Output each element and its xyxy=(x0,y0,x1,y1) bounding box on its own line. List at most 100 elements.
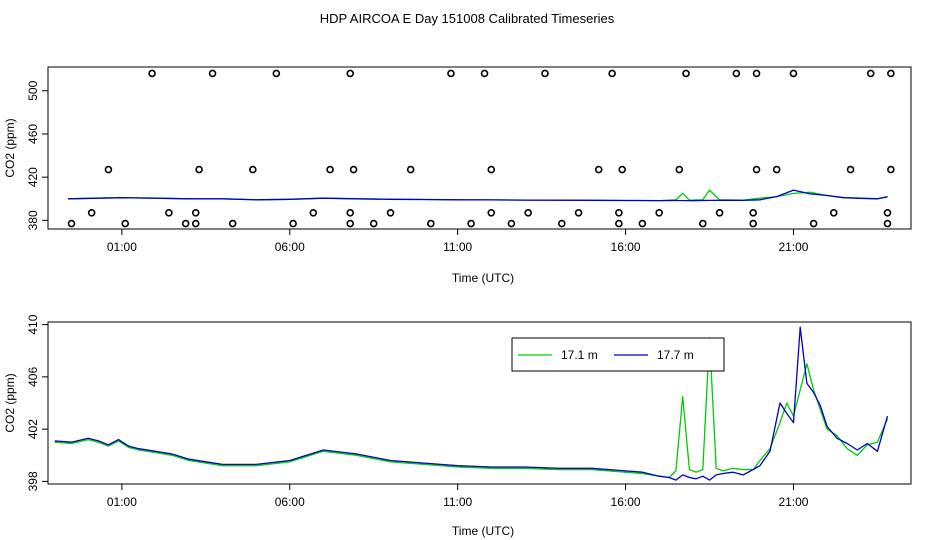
flag-point xyxy=(615,219,623,228)
flag-point xyxy=(104,165,113,174)
flag-point xyxy=(829,209,838,217)
x-tick-label: 11:00 xyxy=(443,495,472,509)
flag-point xyxy=(866,69,875,78)
flag-point xyxy=(447,69,455,78)
x-tick-label: 01:00 xyxy=(107,495,137,509)
series-line-1 xyxy=(68,189,888,202)
flag-point xyxy=(752,69,761,78)
bottom-panel: 01:00 06:00 11:00 16:00 21:00 398 402 406 410 T… xyxy=(3,314,912,538)
y-tick-label: 410 xyxy=(26,314,40,334)
top-x-axis-label: Time (UTC) xyxy=(452,271,514,285)
flag-point xyxy=(574,209,583,217)
flag-point xyxy=(887,69,895,78)
flag-point xyxy=(346,209,355,217)
series-line-1 xyxy=(54,326,889,481)
x-tick-label: 11:00 xyxy=(443,240,472,254)
bottom-marks xyxy=(54,326,889,481)
flag-point xyxy=(191,209,200,217)
x-tick-label: 06:00 xyxy=(275,495,305,509)
flag-point xyxy=(638,219,647,228)
flag-point xyxy=(594,165,603,174)
top-y-axis: 380 420 460 500 xyxy=(26,80,48,230)
flag-point xyxy=(427,219,435,228)
flag-point xyxy=(467,219,475,228)
flag-point xyxy=(386,209,395,217)
flag-point xyxy=(507,219,516,228)
flag-point xyxy=(165,209,173,217)
top-y-axis-label: CO2 (ppm) xyxy=(3,118,17,177)
flag-point xyxy=(809,219,818,228)
flag-point xyxy=(524,209,532,217)
bottom-x-axis-label: Time (UTC) xyxy=(452,524,514,538)
flag-point xyxy=(349,165,358,174)
x-tick-label: 21:00 xyxy=(778,240,808,254)
flag-point xyxy=(732,69,741,78)
flag-point xyxy=(249,165,257,174)
flag-point xyxy=(369,219,378,228)
flag-point xyxy=(883,219,892,228)
flag-point xyxy=(195,165,203,174)
y-tick-label: 500 xyxy=(26,80,40,100)
flag-point xyxy=(615,209,623,217)
flag-point xyxy=(121,219,130,228)
flag-point xyxy=(480,69,489,78)
flag-point xyxy=(618,165,627,174)
flag-point xyxy=(883,209,892,217)
y-tick-label: 380 xyxy=(26,210,40,230)
bottom-y-axis-label: CO2 (ppm) xyxy=(3,373,17,432)
y-tick-label: 420 xyxy=(26,167,40,187)
flag-point xyxy=(289,219,297,228)
flag-point xyxy=(608,69,616,78)
top-panel: 01:00 06:00 11:00 16:00 21:00 380 420 460 500 T… xyxy=(3,66,912,285)
top-marks xyxy=(67,69,895,228)
x-tick-label: 01:00 xyxy=(107,240,137,254)
flag-point xyxy=(148,69,156,78)
flag-point xyxy=(715,209,724,217)
flag-point xyxy=(846,165,855,174)
legend: 17.1 m 17.7 m xyxy=(511,337,725,372)
flag-point xyxy=(191,219,200,228)
x-tick-label: 16:00 xyxy=(611,495,641,509)
bottom-plot-frame xyxy=(47,321,912,485)
y-tick-label: 406 xyxy=(26,367,40,387)
flag-point xyxy=(181,219,190,228)
x-tick-label: 21:00 xyxy=(778,495,808,509)
flag-point xyxy=(87,209,96,217)
bottom-y-axis: 398 402 406 410 xyxy=(26,314,48,491)
flag-point xyxy=(682,69,690,78)
flag-point xyxy=(67,219,76,228)
flag-point xyxy=(749,219,757,228)
y-tick-label: 460 xyxy=(26,124,40,144)
flag-point xyxy=(487,165,496,174)
x-tick-label: 06:00 xyxy=(275,240,305,254)
flag-point xyxy=(541,69,549,78)
bottom-x-axis: 01:00 06:00 11:00 16:00 21:00 xyxy=(107,484,809,509)
y-tick-label: 398 xyxy=(26,471,40,491)
flag-point xyxy=(752,165,761,174)
flag-point xyxy=(309,209,318,217)
flag-point xyxy=(487,209,496,217)
flag-point xyxy=(557,219,566,228)
flag-point xyxy=(228,219,237,228)
flag-point xyxy=(406,165,415,174)
flag-point xyxy=(346,69,355,78)
flag-point xyxy=(326,165,334,174)
flag-point xyxy=(699,219,707,228)
legend-label-0: 17.1 m xyxy=(561,348,598,362)
flag-point xyxy=(346,219,355,228)
flag-point xyxy=(272,69,281,78)
chart-title: HDP AIRCOA E Day 151008 Calibrated Times… xyxy=(320,11,615,26)
flag-point xyxy=(208,69,217,78)
y-tick-label: 402 xyxy=(26,419,40,439)
flag-point xyxy=(749,209,757,217)
flag-point xyxy=(772,165,781,174)
flag-point xyxy=(655,209,663,217)
flag-point xyxy=(675,165,684,174)
top-plot-frame xyxy=(47,66,912,230)
legend-label-1: 17.7 m xyxy=(657,348,694,362)
flag-point xyxy=(887,165,895,174)
flag-point xyxy=(789,69,798,78)
x-tick-label: 16:00 xyxy=(611,240,641,254)
top-x-axis: 01:00 06:00 11:00 16:00 21:00 xyxy=(107,229,809,254)
